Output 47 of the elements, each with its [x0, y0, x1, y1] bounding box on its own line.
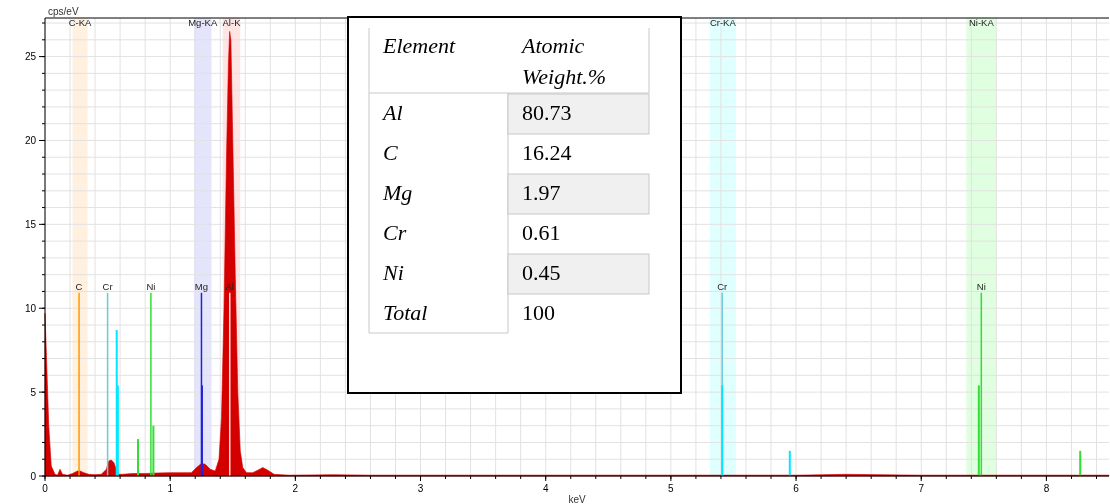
data-label: 100 [522, 300, 555, 325]
category-label: Total [383, 300, 428, 325]
band-label: Cr-KA [709, 17, 737, 28]
y-tick-label: 0 [30, 470, 37, 482]
category-label: Ni [382, 260, 404, 285]
text: Atomic Weight.% [520, 33, 607, 89]
data-label: 16.24 [522, 140, 572, 165]
x-tick-label: 4 [542, 483, 549, 494]
band-label: Ni-KA [968, 17, 995, 28]
x-tick-label: 0 [42, 483, 49, 494]
bar [137, 439, 140, 476]
ref-line-label: Ni [146, 280, 156, 292]
x-tick-label: 5 [668, 483, 675, 494]
y-tick-label: 20 [24, 134, 37, 146]
bar [1079, 450, 1082, 476]
text: Element [382, 33, 456, 58]
category-label: Cr [383, 220, 407, 245]
x-tick-label: 2 [292, 483, 299, 494]
category-label: C [383, 140, 398, 165]
x-tick-label: 6 [793, 483, 800, 494]
x-tick-label: 8 [1043, 483, 1050, 494]
ref-line-label: Mg [194, 280, 209, 292]
band-label: C-KA [68, 17, 93, 28]
y-axis-title: cps/eV [48, 6, 79, 17]
y-tick-label: 15 [24, 218, 37, 230]
x-axis-title: keV [568, 494, 586, 504]
ref-line-label: Ni [976, 280, 986, 292]
x-tick-label: 3 [417, 483, 424, 494]
category-label: Al [381, 100, 403, 125]
data-label: 80.73 [522, 100, 572, 125]
x-tick-label: 1 [167, 483, 174, 494]
y-tick-label: 25 [24, 51, 37, 63]
ref-line-label: Cr [102, 280, 113, 292]
band-label: Mg-KA [188, 17, 218, 28]
bar [721, 385, 724, 476]
data-label: 0.45 [522, 260, 561, 285]
y-tick-label: 5 [30, 386, 37, 398]
ref-line-label: Al [225, 280, 234, 292]
data-label: 0.61 [522, 220, 561, 245]
y-tick-label: 10 [24, 302, 37, 314]
ref-line-label: Cr [717, 280, 728, 292]
bar [788, 450, 791, 476]
band-label: Al-K [222, 17, 242, 28]
category-label: Mg [382, 180, 413, 205]
data-label: 1.97 [522, 180, 561, 205]
ref-line-label: C [75, 280, 83, 292]
x-tick-label: 7 [918, 483, 925, 494]
